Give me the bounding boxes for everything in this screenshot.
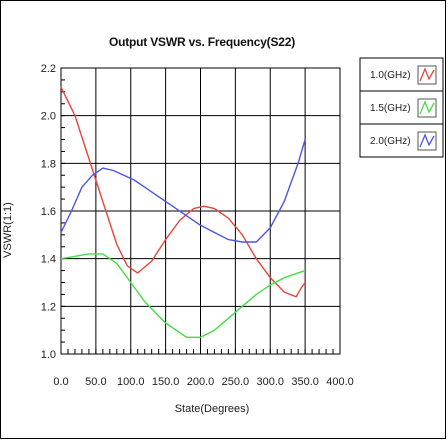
legend-line-glyph xyxy=(419,67,435,82)
grid xyxy=(61,68,340,354)
x-tick-label: 350.0 xyxy=(291,376,319,388)
series-line-3 xyxy=(60,139,306,243)
x-tick-label: 50.0 xyxy=(85,376,106,388)
legend-line-glyph xyxy=(419,133,435,148)
legend-label: 1.5(GHz) xyxy=(370,103,411,114)
x-tick-label: 100.0 xyxy=(117,376,145,388)
series-line-2 xyxy=(60,253,306,338)
y-tick-label: 2.0 xyxy=(41,111,56,123)
x-tick-label: 150.0 xyxy=(152,376,180,388)
x-tick-label: 400.0 xyxy=(326,376,354,388)
y-tick-label: 1.6 xyxy=(41,206,56,218)
legend-line-glyph xyxy=(419,100,435,115)
legend-label: 2.0(GHz) xyxy=(370,136,411,147)
axis-ticks: 0.0 50.0 100.0 150.0 200.0 250.0 300.0 350.0 400… xyxy=(41,63,354,388)
legend-label: 1.0(GHz) xyxy=(370,70,411,81)
x-tick-label: 200.0 xyxy=(187,376,215,388)
series-line-1 xyxy=(60,86,306,298)
y-tick-label: 1.2 xyxy=(41,301,56,313)
chart-title: Output VSWR vs. Frequency(S22) xyxy=(109,35,295,49)
legend: 1.0(GHz) 1.5(GHz) 2.0(GHz) xyxy=(359,57,444,158)
x-axis-label: State(Degrees) xyxy=(175,403,250,415)
y-tick-label: 2.2 xyxy=(41,63,56,75)
y-tick-label: 1.4 xyxy=(41,254,56,266)
x-tick-label: 250.0 xyxy=(222,376,250,388)
x-tick-label: 0.0 xyxy=(53,376,68,388)
y-tick-label: 1.0 xyxy=(41,349,56,361)
series-lines xyxy=(60,86,306,338)
y-axis-label: VSWR(1:1) xyxy=(2,202,14,258)
x-tick-label: 300.0 xyxy=(256,376,284,388)
y-tick-label: 1.8 xyxy=(41,158,56,170)
